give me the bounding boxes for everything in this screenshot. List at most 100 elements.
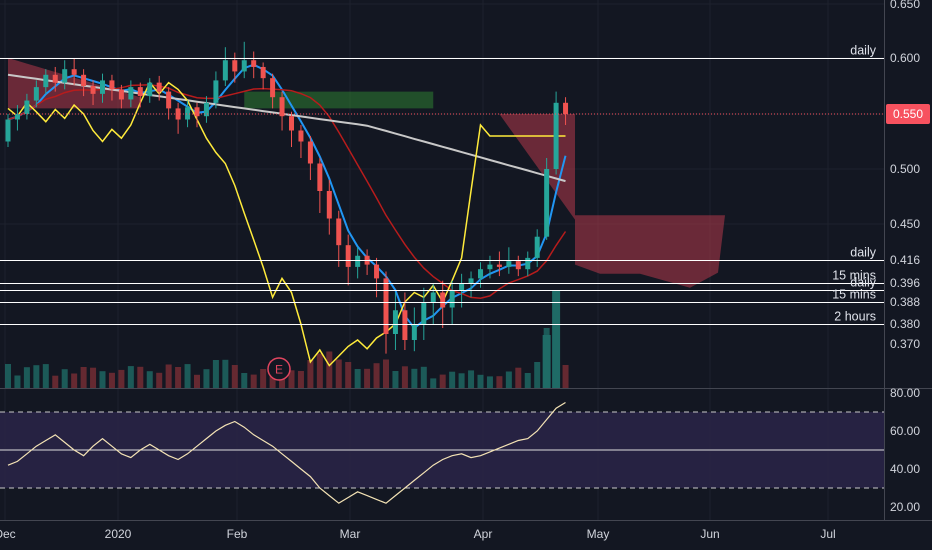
volume-bar [326,351,333,388]
rsi-axis[interactable]: 80.00 60.00 40.00 20.00 [890,386,920,514]
candle-body [175,108,181,120]
candle-body [24,100,30,114]
volume-bar [184,364,191,388]
volume-bar [118,369,125,388]
volume-bar [90,367,97,388]
volume-bar [420,366,427,388]
candle-body [326,191,332,219]
time-axis[interactable]: Dec 2020 Feb Mar Apr May Jun Jul [0,527,836,541]
time-axis-tick-label: Feb [227,527,248,541]
candle-body [137,87,143,97]
volume-bar [42,364,49,388]
candle-body [544,169,550,237]
volume-bar [212,360,219,388]
price-axis-tick-label: 0.388 [890,295,920,309]
price-axis-tick-label: 0.380 [890,317,920,331]
candle-body [14,114,20,120]
candle-body [251,60,257,67]
candle-body [459,283,465,291]
candle-body [553,102,559,169]
volume-bar [505,371,512,388]
volume-bar [534,362,541,388]
rsi-axis-tick-label: 80.00 [890,386,920,400]
candle-body [62,69,68,83]
candle-body [194,107,200,117]
volume-bar [165,364,172,388]
candle-body [43,74,49,88]
volume-bar [156,372,163,388]
time-axis-tick-label: Dec [0,527,16,541]
volume-bar [468,370,475,388]
candle-body [222,60,228,81]
candle-body [232,60,238,72]
volume-bar [127,366,134,388]
volume-bar [486,376,493,388]
candle-body [402,310,408,340]
volume-bar [33,365,40,388]
volume-bar [146,371,153,388]
price-axis[interactable]: 0.650 0.600 0.500 0.450 0.416 0.396 0.388 0.380… [890,0,920,351]
rsi-axis-tick-label: 40.00 [890,462,920,476]
volume-bar [99,371,106,388]
candle-body [449,290,455,308]
candle-body [52,74,58,83]
volume-bar [364,368,371,388]
volume-bar [477,374,484,388]
candle-body [279,97,285,117]
volume-bar [203,369,210,388]
candle-body [440,292,446,308]
level-label: 15 mins [832,269,876,283]
candle-body [506,261,512,267]
volume-bar [562,365,569,388]
volume-bar [222,359,229,388]
candle-body [392,310,398,334]
candle-body [383,278,389,334]
level-label: daily [850,44,876,58]
candle-body [336,218,342,246]
volume-bar [542,335,551,388]
candle-body [298,130,304,142]
level-label: 15 mins [832,288,876,302]
candle-body [156,82,162,92]
price-axis-tick-label: 0.650 [890,0,920,11]
candle-body [515,261,521,270]
earnings-marker-label: E [275,363,283,377]
candle-body [478,269,483,279]
candle-body [33,87,39,101]
earnings-marker-circle [267,357,291,381]
candle-body [487,264,493,270]
price-axis-tick-label: 0.416 [890,253,920,267]
volume-bar [137,366,144,388]
time-axis-tick-label: Mar [340,527,361,541]
candle-body [260,66,266,79]
volume-bar [335,359,342,388]
earnings-marker[interactable]: E [267,357,291,381]
price-axis-tick-label: 0.370 [890,337,920,351]
candle-body [185,107,191,120]
volume-bar [23,367,30,388]
last-price-tag-text: 0.550 [893,107,923,121]
rsi-line-path [7,401,566,504]
rsi-line [0,401,884,504]
candles [5,41,569,354]
volume-bar [552,290,561,388]
price-pane-area [0,0,884,388]
level-label: 2 hours [834,310,876,324]
candle-body [71,69,77,75]
cloud-segment [575,215,725,288]
candle-body [289,116,294,131]
rsi-axis-tick-label: 20.00 [890,500,920,514]
volume-bar [524,373,531,388]
volume-bar [71,373,78,388]
volume-bar [345,362,352,388]
volume-bar [496,376,503,388]
candle-body [307,141,313,164]
volume-bar [383,359,389,388]
candle-body [525,257,531,270]
volume-bar [316,353,323,388]
volume-bar [373,363,380,388]
rsi-pane[interactable] [0,401,884,504]
